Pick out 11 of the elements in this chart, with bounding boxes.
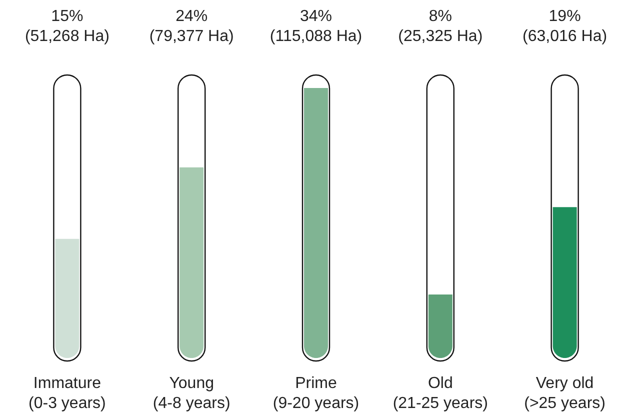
x-tick-label: Old (21-25 years) (392, 375, 488, 412)
x-tick-label: Very old (>25 years) (524, 375, 606, 412)
data-label: 8% (25,325 Ha) (398, 8, 483, 45)
data-label: 24% (79,377 Ha) (149, 8, 234, 45)
x-tick-label: Prime (9-20 years) (272, 375, 360, 412)
data-label: 34% (115,088 Ha) (270, 8, 362, 45)
bar (428, 294, 452, 358)
x-tick-label: Young (4-8 years) (152, 375, 230, 412)
data-label: 15% (51,268 Ha) (24, 8, 110, 45)
data-label: 19% (63,016 Ha) (522, 8, 608, 45)
x-tick-label: Immature (0-3 years) (28, 375, 106, 412)
